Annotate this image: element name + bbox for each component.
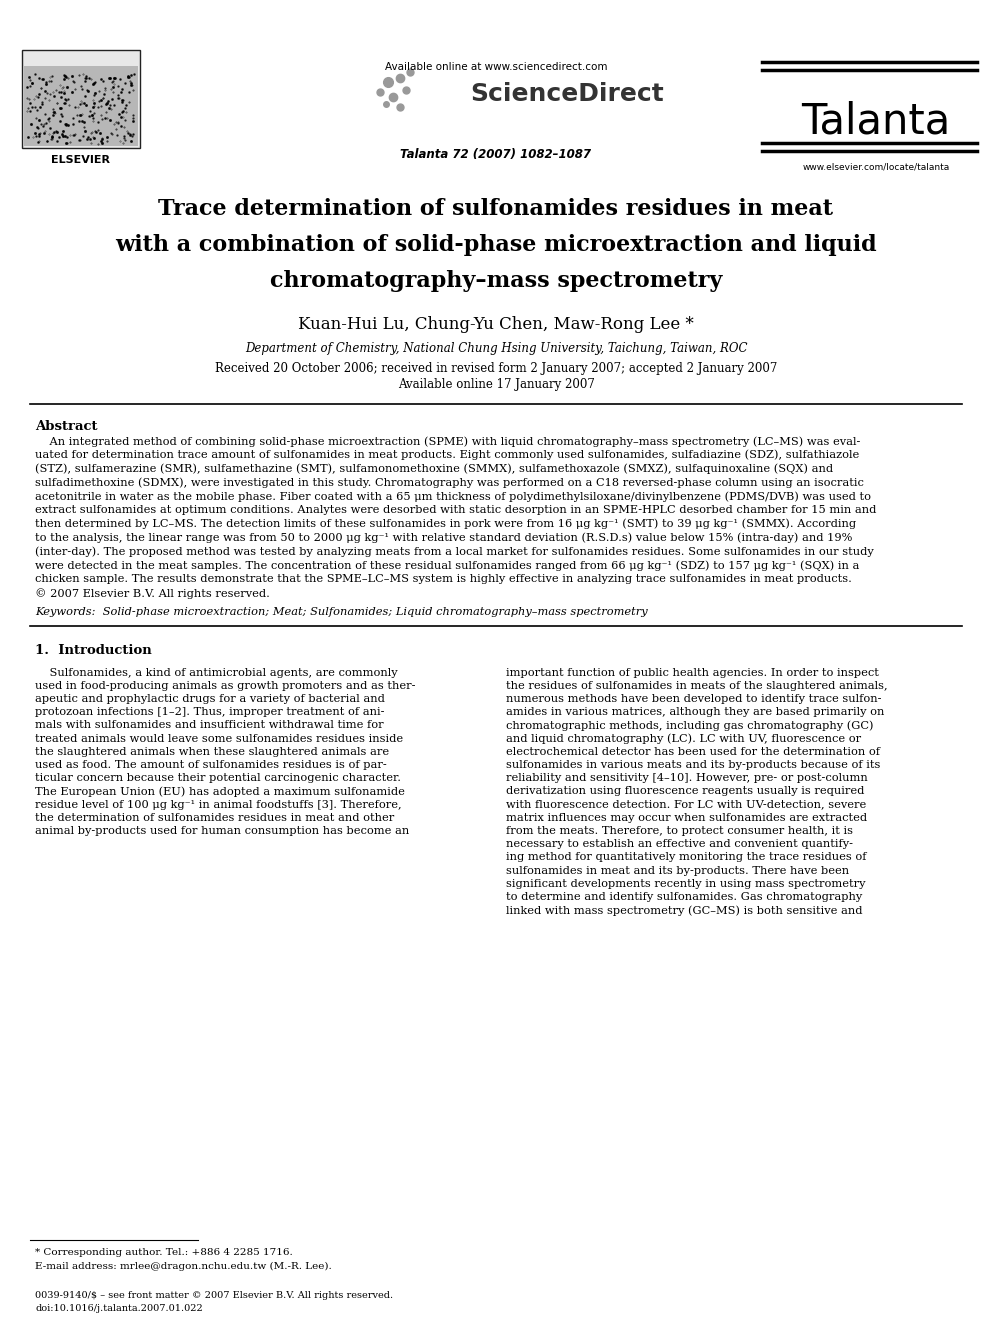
Text: the slaughtered animals when these slaughtered animals are: the slaughtered animals when these slaug… [35, 746, 389, 757]
Text: derivatization using fluorescence reagents usually is required: derivatization using fluorescence reagen… [506, 786, 864, 796]
Text: chicken sample. The results demonstrate that the SPME–LC–MS system is highly eff: chicken sample. The results demonstrate … [35, 574, 852, 583]
Text: 1.  Introduction: 1. Introduction [35, 643, 152, 656]
Text: extract sulfonamides at optimum conditions. Analytes were desorbed with static d: extract sulfonamides at optimum conditio… [35, 505, 876, 515]
Text: © 2007 Elsevier B.V. All rights reserved.: © 2007 Elsevier B.V. All rights reserved… [35, 587, 270, 598]
Text: apeutic and prophylactic drugs for a variety of bacterial and: apeutic and prophylactic drugs for a var… [35, 695, 385, 704]
Text: significant developments recently in using mass spectrometry: significant developments recently in usi… [506, 878, 865, 889]
Text: chromatographic methods, including gas chromatography (GC): chromatographic methods, including gas c… [506, 721, 874, 732]
Text: electrochemical detector has been used for the determination of: electrochemical detector has been used f… [506, 746, 880, 757]
Text: and liquid chromatography (LC). LC with UV, fluorescence or: and liquid chromatography (LC). LC with … [506, 733, 861, 744]
Text: with a combination of solid-phase microextraction and liquid: with a combination of solid-phase microe… [115, 234, 877, 255]
Text: Available online at www.sciencedirect.com: Available online at www.sciencedirect.co… [385, 62, 607, 71]
Text: sulfonamides in meat and its by-products. There have been: sulfonamides in meat and its by-products… [506, 865, 849, 876]
Text: Talanta: Talanta [802, 101, 950, 142]
Text: ticular concern because their potential carcinogenic character.: ticular concern because their potential … [35, 773, 401, 783]
FancyBboxPatch shape [24, 66, 138, 146]
Text: with fluorescence detection. For LC with UV-detection, severe: with fluorescence detection. For LC with… [506, 799, 866, 810]
Text: Talanta 72 (2007) 1082–1087: Talanta 72 (2007) 1082–1087 [401, 148, 591, 161]
Text: ScienceDirect: ScienceDirect [470, 82, 664, 106]
Text: protozoan infections [1–2]. Thus, improper treatment of ani-: protozoan infections [1–2]. Thus, improp… [35, 708, 385, 717]
Text: * Corresponding author. Tel.: +886 4 2285 1716.: * Corresponding author. Tel.: +886 4 228… [35, 1248, 293, 1257]
Text: Trace determination of sulfonamides residues in meat: Trace determination of sulfonamides resi… [159, 198, 833, 220]
Text: linked with mass spectrometry (GC–MS) is both sensitive and: linked with mass spectrometry (GC–MS) is… [506, 905, 862, 916]
Text: were detected in the meat samples. The concentration of these residual sulfonami: were detected in the meat samples. The c… [35, 560, 859, 570]
Text: ing method for quantitatively monitoring the trace residues of: ing method for quantitatively monitoring… [506, 852, 866, 863]
Text: www.elsevier.com/locate/talanta: www.elsevier.com/locate/talanta [803, 161, 949, 171]
Text: the determination of sulfonamides residues in meat and other: the determination of sulfonamides residu… [35, 812, 394, 823]
Text: animal by-products used for human consumption has become an: animal by-products used for human consum… [35, 826, 410, 836]
FancyBboxPatch shape [22, 50, 140, 148]
Text: chromatography–mass spectrometry: chromatography–mass spectrometry [270, 270, 722, 292]
Text: necessary to establish an effective and convenient quantify-: necessary to establish an effective and … [506, 839, 853, 849]
Text: 0039-9140/$ – see front matter © 2007 Elsevier B.V. All rights reserved.: 0039-9140/$ – see front matter © 2007 El… [35, 1291, 393, 1301]
Text: used in food-producing animals as growth promoters and as ther-: used in food-producing animals as growth… [35, 681, 416, 691]
Text: An integrated method of combining solid-phase microextraction (SPME) with liquid: An integrated method of combining solid-… [35, 437, 860, 447]
Text: Abstract: Abstract [35, 419, 97, 433]
Text: treated animals would leave some sulfonamides residues inside: treated animals would leave some sulfona… [35, 733, 403, 744]
Text: (STZ), sulfamerazine (SMR), sulfamethazine (SMT), sulfamonomethoxine (SMMX), sul: (STZ), sulfamerazine (SMR), sulfamethazi… [35, 463, 833, 474]
Text: Department of Chemistry, National Chung Hsing University, Taichung, Taiwan, ROC: Department of Chemistry, National Chung … [245, 343, 747, 355]
Text: sulfonamides in various meats and its by-products because of its: sulfonamides in various meats and its by… [506, 759, 880, 770]
Text: sulfadimethoxine (SDMX), were investigated in this study. Chromatography was per: sulfadimethoxine (SDMX), were investigat… [35, 478, 864, 488]
Text: acetonitrile in water as the mobile phase. Fiber coated with a 65 μm thickness o: acetonitrile in water as the mobile phas… [35, 491, 871, 501]
Text: Kuan-Hui Lu, Chung-Yu Chen, Maw-Rong Lee *: Kuan-Hui Lu, Chung-Yu Chen, Maw-Rong Lee… [299, 316, 693, 333]
Text: Sulfonamides, a kind of antimicrobial agents, are commonly: Sulfonamides, a kind of antimicrobial ag… [35, 668, 398, 677]
Text: uated for determination trace amount of sulfonamides in meat products. Eight com: uated for determination trace amount of … [35, 450, 859, 460]
Text: used as food. The amount of sulfonamides residues is of par-: used as food. The amount of sulfonamides… [35, 759, 387, 770]
Text: important function of public health agencies. In order to inspect: important function of public health agen… [506, 668, 879, 677]
Text: E-mail address: mrlee@dragon.nchu.edu.tw (M.-R. Lee).: E-mail address: mrlee@dragon.nchu.edu.tw… [35, 1262, 331, 1271]
Text: reliability and sensitivity [4–10]. However, pre- or post-column: reliability and sensitivity [4–10]. Howe… [506, 773, 868, 783]
Text: residue level of 100 μg kg⁻¹ in animal foodstuffs [3]. Therefore,: residue level of 100 μg kg⁻¹ in animal f… [35, 799, 402, 810]
Text: to determine and identify sulfonamides. Gas chromatography: to determine and identify sulfonamides. … [506, 892, 862, 902]
Text: then determined by LC–MS. The detection limits of these sulfonamides in pork wer: then determined by LC–MS. The detection … [35, 519, 856, 529]
Text: Available online 17 January 2007: Available online 17 January 2007 [398, 378, 594, 392]
Text: from the meats. Therefore, to protect consumer health, it is: from the meats. Therefore, to protect co… [506, 826, 853, 836]
Text: ELSEVIER: ELSEVIER [51, 155, 109, 165]
Text: numerous methods have been developed to identify trace sulfon-: numerous methods have been developed to … [506, 695, 882, 704]
Text: matrix influences may occur when sulfonamides are extracted: matrix influences may occur when sulfona… [506, 812, 867, 823]
Text: (inter-day). The proposed method was tested by analyzing meats from a local mark: (inter-day). The proposed method was tes… [35, 546, 874, 557]
Text: doi:10.1016/j.talanta.2007.01.022: doi:10.1016/j.talanta.2007.01.022 [35, 1304, 202, 1312]
Text: amides in various matrices, although they are based primarily on: amides in various matrices, although the… [506, 708, 885, 717]
Text: The European Union (EU) has adopted a maximum sulfonamide: The European Union (EU) has adopted a ma… [35, 786, 405, 796]
Text: the residues of sulfonamides in meats of the slaughtered animals,: the residues of sulfonamides in meats of… [506, 681, 888, 691]
Text: to the analysis, the linear range was from 50 to 2000 μg kg⁻¹ with relative stan: to the analysis, the linear range was fr… [35, 533, 852, 544]
Text: Received 20 October 2006; received in revised form 2 January 2007; accepted 2 Ja: Received 20 October 2006; received in re… [215, 363, 777, 374]
Text: mals with sulfonamides and insufficient withdrawal time for: mals with sulfonamides and insufficient … [35, 721, 384, 730]
Text: Keywords:  Solid-phase microextraction; Meat; Sulfonamides; Liquid chromatograph: Keywords: Solid-phase microextraction; M… [35, 607, 648, 617]
